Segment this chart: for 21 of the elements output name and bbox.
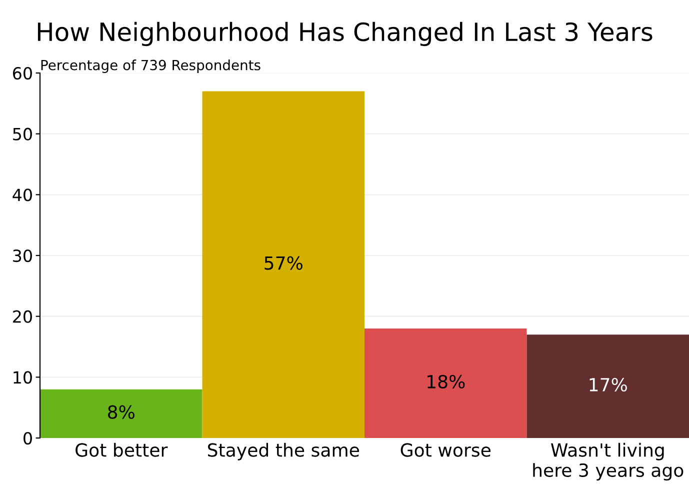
y-tick-label: 10 <box>14 371 32 384</box>
x-tick-label: Wasn't living here 3 years ago <box>533 442 684 481</box>
bar <box>526 334 689 438</box>
bar <box>40 389 202 438</box>
x-tick-label: Got worse <box>400 443 490 457</box>
bar <box>202 91 364 438</box>
data-label: 57% <box>264 256 302 270</box>
data-label: 18% <box>428 374 465 388</box>
y-tick-label: 20 <box>13 310 32 323</box>
data-label: 17% <box>590 378 627 392</box>
y-tick-label: 60 <box>13 66 32 80</box>
data-label: 8% <box>108 405 134 419</box>
chart-title: How Neighbourhood Has Changed In Last 3 Years <box>38 22 652 46</box>
x-tick-label: Stayed the same <box>208 442 359 460</box>
y-tick-label: 50 <box>13 128 32 140</box>
chart-subtitle: Percentage of 739 Respondents <box>41 60 260 73</box>
y-tick-label: 0 <box>24 432 32 445</box>
x-tick-label: Got better <box>76 442 168 457</box>
y-tick-label: 30 <box>13 249 32 262</box>
y-tick-label: 40 <box>12 188 32 202</box>
bar <box>364 328 527 438</box>
